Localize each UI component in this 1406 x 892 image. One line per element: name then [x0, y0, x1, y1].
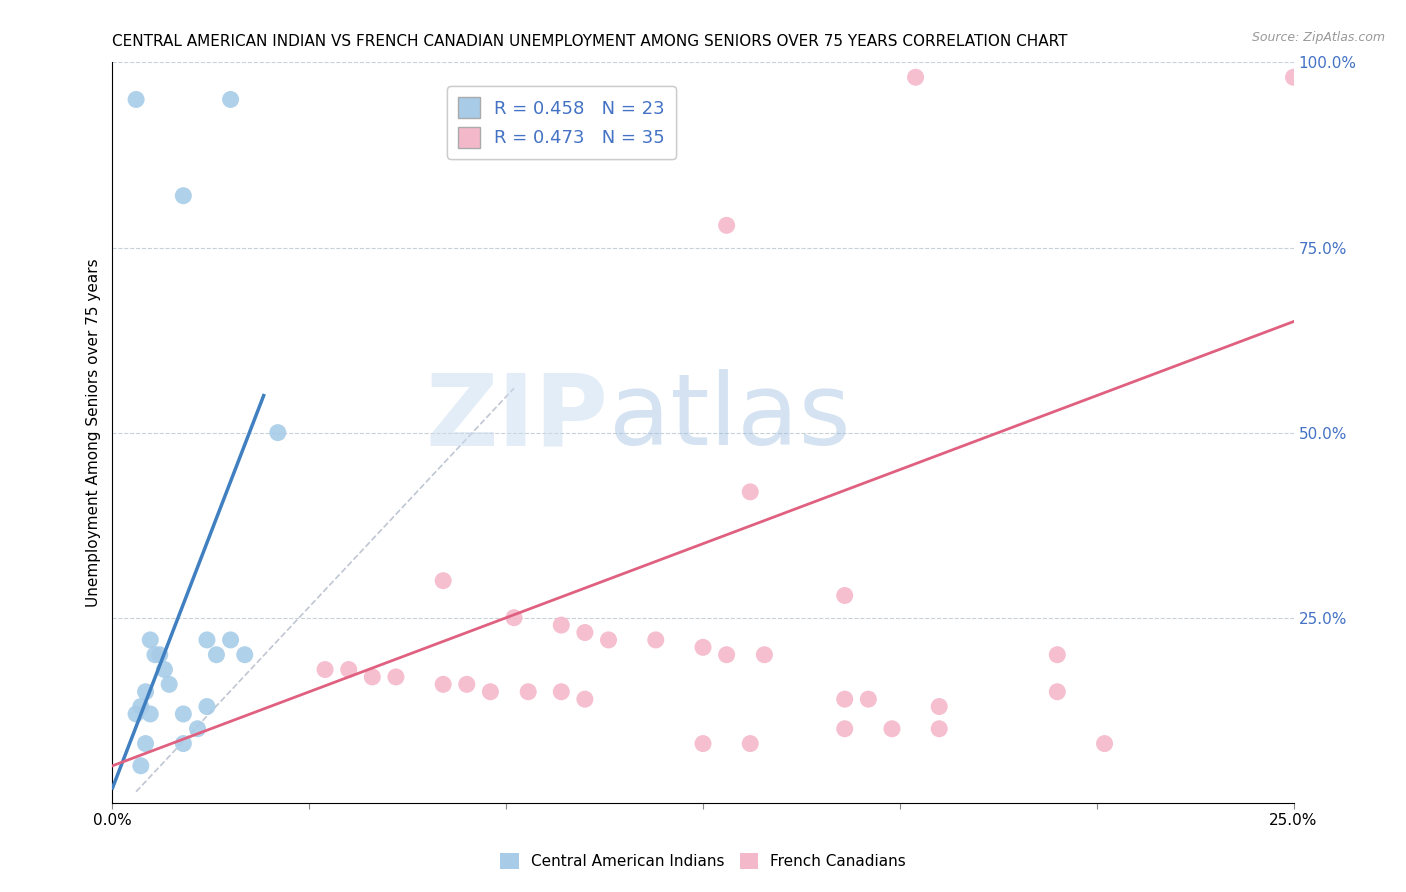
Point [172, 188, 194, 202]
Point [503, 610, 526, 624]
Point [880, 722, 903, 736]
Point [139, 632, 162, 647]
Point [125, 706, 148, 721]
Point [928, 699, 950, 714]
Point [385, 670, 408, 684]
Text: ZIP: ZIP [426, 369, 609, 467]
Point [432, 677, 454, 691]
Y-axis label: Unemployment Among Seniors over 75 years: Unemployment Among Seniors over 75 years [86, 259, 101, 607]
Point [479, 685, 502, 699]
Point [219, 92, 242, 106]
Point [834, 722, 856, 736]
Point [928, 722, 950, 736]
Point [157, 677, 180, 691]
Point [135, 685, 157, 699]
Point [858, 692, 880, 706]
Point [1046, 685, 1069, 699]
Point [314, 663, 336, 677]
Point [153, 663, 176, 677]
Point [716, 648, 738, 662]
Point [456, 677, 478, 691]
Point [754, 648, 776, 662]
Point [904, 70, 927, 85]
Point [834, 692, 856, 706]
Point [219, 632, 242, 647]
Point [834, 589, 856, 603]
Point [139, 706, 162, 721]
Point [172, 737, 194, 751]
Text: CENTRAL AMERICAN INDIAN VS FRENCH CANADIAN UNEMPLOYMENT AMONG SENIORS OVER 75 YE: CENTRAL AMERICAN INDIAN VS FRENCH CANADI… [112, 34, 1069, 49]
Point [644, 632, 666, 647]
Point [740, 737, 762, 751]
Point [129, 758, 152, 772]
Point [716, 219, 738, 233]
Point [149, 648, 172, 662]
Point [574, 692, 596, 706]
Point [692, 737, 714, 751]
Point [129, 699, 152, 714]
Point [692, 640, 714, 655]
Point [143, 648, 166, 662]
Point [195, 632, 218, 647]
Point [432, 574, 454, 588]
Legend: Central American Indians, French Canadians: Central American Indians, French Canadia… [494, 847, 912, 875]
Text: Source: ZipAtlas.com: Source: ZipAtlas.com [1251, 31, 1385, 45]
Point [186, 722, 208, 736]
Point [1282, 70, 1305, 85]
Legend: R = 0.458   N = 23, R = 0.473   N = 35: R = 0.458 N = 23, R = 0.473 N = 35 [447, 87, 675, 159]
Point [233, 648, 256, 662]
Point [172, 706, 194, 721]
Point [1094, 737, 1116, 751]
Point [574, 625, 596, 640]
Text: atlas: atlas [609, 369, 851, 467]
Point [598, 632, 620, 647]
Point [517, 685, 540, 699]
Point [361, 670, 384, 684]
Point [125, 92, 148, 106]
Point [205, 648, 228, 662]
Point [550, 618, 572, 632]
Point [550, 685, 572, 699]
Point [1046, 648, 1069, 662]
Point [337, 663, 360, 677]
Point [740, 484, 762, 499]
Point [267, 425, 290, 440]
Point [135, 737, 157, 751]
Point [195, 699, 218, 714]
